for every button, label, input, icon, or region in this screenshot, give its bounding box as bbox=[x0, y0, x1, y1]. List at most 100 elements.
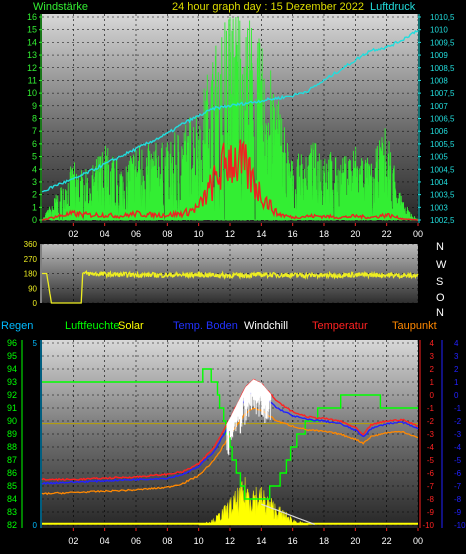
legend-luftfeuchte: Luftfeuchte bbox=[65, 320, 119, 332]
y-right-tick-label-2: -8 bbox=[427, 495, 435, 504]
legend-temperatur: Temperatur bbox=[312, 320, 368, 332]
y-right-tick-label-6: -4 bbox=[427, 443, 435, 452]
top-right-label: Luftdruck bbox=[370, 1, 416, 13]
direction-series bbox=[42, 269, 419, 304]
x-tick-label-2: 06 bbox=[131, 229, 141, 239]
y-right-tick-label-15: 1010 bbox=[430, 26, 448, 35]
y-left-tick-label-14: 14 bbox=[27, 37, 37, 47]
y-right-tick-label-10: 0 bbox=[430, 391, 435, 400]
y-tick-label-1: 90 bbox=[28, 284, 37, 293]
y-right2-tick-label-12: 2 bbox=[454, 365, 459, 374]
rain-tick-label-0: 0 bbox=[33, 521, 38, 530]
y-left-tick-label-1: 1 bbox=[32, 202, 37, 212]
y-left-tick-label-6: 6 bbox=[32, 139, 37, 149]
solar-max-curve bbox=[261, 503, 315, 525]
direction-label-n-bottom: N bbox=[436, 307, 444, 319]
y-left-tick-label-10: 10 bbox=[27, 88, 37, 98]
y-right-tick-label-3: 1004 bbox=[430, 178, 448, 187]
x-tick-label-3: 08 bbox=[162, 229, 172, 239]
y-right2-tick-label-5: -5 bbox=[454, 456, 462, 465]
y-right2-tick-label-9: -1 bbox=[454, 404, 462, 413]
y-right-tick-label-7: 1006 bbox=[430, 127, 448, 136]
y-left-tick-label-4: 86 bbox=[7, 468, 17, 478]
x-tick-label-7: 16 bbox=[288, 229, 298, 239]
pressure-series bbox=[41, 30, 419, 193]
wind-series bbox=[42, 16, 419, 222]
x-tick-label-6: 14 bbox=[256, 536, 266, 546]
x-tick-label-1: 04 bbox=[100, 536, 110, 546]
x-tick-label-11: 00 bbox=[413, 229, 423, 239]
panel-wind-pressure: 02 04 06 08 10 12 14 16 18 20 22 000123456789101112… bbox=[27, 12, 455, 239]
y-right-tick-label-0: 1002,5 bbox=[430, 216, 455, 225]
y-right2-tick-label-14: 4 bbox=[454, 339, 459, 348]
y-right2-tick-label-2: -8 bbox=[454, 495, 462, 504]
direction-label-w: W bbox=[436, 259, 447, 271]
y-right-tick-label-12: 1008,5 bbox=[430, 64, 455, 73]
y-left-tick-label-10: 92 bbox=[7, 390, 17, 400]
y-right-tick-label-9: -1 bbox=[427, 404, 435, 413]
y-left-tick-label-3: 85 bbox=[7, 481, 17, 491]
solar-series bbox=[198, 477, 309, 526]
panel-temperature-humidity: 02 04 06 08 10 12 14 16 18 20 22 008283848586878889… bbox=[7, 338, 466, 546]
legend-solar: Solar bbox=[118, 320, 144, 332]
y-right-tick-label-4: 1004,5 bbox=[430, 165, 455, 174]
x-tick-label-5: 12 bbox=[225, 229, 235, 239]
y-right2-tick-label-13: 3 bbox=[454, 352, 459, 361]
y-right-tick-label-11: 1008 bbox=[430, 76, 448, 85]
x-tick-label-1: 04 bbox=[100, 229, 110, 239]
y-right-tick-label-12: 2 bbox=[430, 365, 435, 374]
y-right-tick-label-14: 1009,5 bbox=[430, 38, 455, 47]
top-title: 24 hour graph day : 15 Dezember 2022 bbox=[172, 1, 364, 13]
y-left-tick-label-2: 84 bbox=[7, 494, 17, 504]
y-left-tick-label-0: 0 bbox=[32, 215, 37, 225]
y-right-tick-label-5: -5 bbox=[427, 456, 435, 465]
x-tick-label-11: 00 bbox=[413, 536, 423, 546]
y-right2-tick-label-10: 0 bbox=[454, 391, 459, 400]
y-right-tick-label-10: 1007,5 bbox=[430, 89, 455, 98]
y-right-tick-label-7: -3 bbox=[427, 430, 435, 439]
y-left-tick-label-5: 5 bbox=[32, 152, 37, 162]
y-right-tick-label-13: 1009 bbox=[430, 51, 448, 60]
y-right-tick-label-1: 1003 bbox=[430, 203, 448, 212]
y-right-tick-label-8: -2 bbox=[427, 417, 435, 426]
y-right-tick-label-9: 1007 bbox=[430, 102, 448, 111]
x-tick-label-6: 14 bbox=[256, 229, 266, 239]
y-right-tick-label-0: -10 bbox=[422, 521, 434, 530]
y-left-tick-label-16: 16 bbox=[27, 12, 37, 22]
y-right-tick-label-11: 1 bbox=[430, 378, 435, 387]
y-tick-label-3: 270 bbox=[24, 255, 38, 264]
x-tick-label-0: 02 bbox=[68, 229, 78, 239]
y-left-tick-label-8: 90 bbox=[7, 416, 17, 426]
top-left-label: Windstärke bbox=[33, 1, 88, 13]
direction-label-s: S bbox=[436, 276, 443, 288]
legend-temp-boden: Temp. Boden bbox=[173, 320, 238, 332]
rain-tick-label-1: 5 bbox=[33, 339, 38, 348]
x-tick-label-0: 02 bbox=[68, 536, 78, 546]
legend-taupunkt: Taupunkt bbox=[392, 320, 437, 332]
y-right-tick-label-6: 1005,5 bbox=[430, 140, 455, 149]
legend-regen: Regen bbox=[1, 320, 33, 332]
y-right-tick-label-2: 1003,5 bbox=[430, 191, 455, 200]
y-left-tick-label-15: 15 bbox=[27, 25, 37, 35]
x-tick-label-4: 10 bbox=[194, 229, 204, 239]
y-right2-tick-label-0: -10 bbox=[454, 521, 466, 530]
y-left-tick-label-7: 89 bbox=[7, 429, 17, 439]
legend-windchill: Windchill bbox=[244, 320, 288, 332]
direction-label-n-top: N bbox=[436, 241, 444, 253]
y-left-tick-label-2: 2 bbox=[32, 190, 37, 200]
y-right-tick-label-4: -6 bbox=[427, 469, 435, 478]
gust-series bbox=[41, 139, 419, 221]
y-right2-tick-label-1: -9 bbox=[454, 508, 462, 517]
y-left-tick-label-13: 13 bbox=[27, 50, 37, 60]
x-tick-label-5: 12 bbox=[225, 536, 235, 546]
x-tick-label-2: 06 bbox=[131, 536, 141, 546]
y-left-tick-label-1: 83 bbox=[7, 507, 17, 517]
y-left-tick-label-9: 9 bbox=[32, 101, 37, 111]
y-right-tick-label-8: 1006,5 bbox=[430, 115, 455, 124]
y-right2-tick-label-4: -6 bbox=[454, 469, 462, 478]
y-tick-label-4: 360 bbox=[24, 240, 38, 249]
y-left-tick-label-14: 96 bbox=[7, 338, 17, 348]
y-left-tick-label-0: 82 bbox=[7, 520, 17, 530]
x-tick-label-7: 16 bbox=[288, 536, 298, 546]
